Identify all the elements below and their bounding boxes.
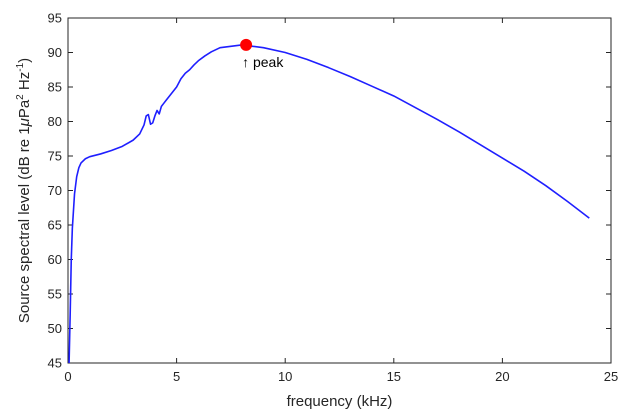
y-tick-label: 95 [48, 11, 62, 26]
y-axis-label-hz: Hz [16, 72, 33, 95]
y-axis-label-mu: μ [16, 118, 33, 127]
y-axis-label-pa: Pa [16, 99, 33, 118]
x-tick-label: 5 [173, 369, 180, 384]
y-tick-label: 90 [48, 45, 62, 60]
y-axis-label: Source spectral level (dB re 1μPa2 Hz-1) [15, 58, 33, 323]
peak-marker [240, 38, 253, 51]
y-axis-label-pa-exp: 2 [15, 94, 26, 100]
y-tick-label: 45 [48, 356, 62, 371]
axes-box [67, 17, 612, 364]
x-tick-label: 10 [278, 369, 292, 384]
y-tick-label: 55 [48, 287, 62, 302]
y-axis-label-hz-exp: -1 [15, 62, 26, 71]
x-tick-label: 25 [604, 369, 618, 384]
y-tick-label: 70 [48, 183, 62, 198]
x-axis-label: frequency (kHz) [287, 393, 393, 410]
x-tick-label: 15 [387, 369, 401, 384]
x-tick-label: 20 [495, 369, 509, 384]
y-tick-label: 85 [48, 80, 62, 95]
x-tick-label: 0 [64, 369, 71, 384]
y-tick-label: 60 [48, 252, 62, 267]
y-tick-label: 75 [48, 149, 62, 164]
y-axis-label-main: Source spectral level (dB re 1 [16, 126, 33, 323]
y-tick-label: 80 [48, 114, 62, 129]
y-tick-label: 65 [48, 218, 62, 233]
series-line [68, 44, 590, 363]
plot-area: 0 5 10 15 20 25 45 50 55 60 65 70 75 80 85 90 95 ↑ peak [48, 11, 619, 385]
y-axis-label-close: ) [16, 58, 33, 63]
y-tick-label: 50 [48, 321, 62, 336]
peak-label: ↑ peak [242, 54, 284, 70]
